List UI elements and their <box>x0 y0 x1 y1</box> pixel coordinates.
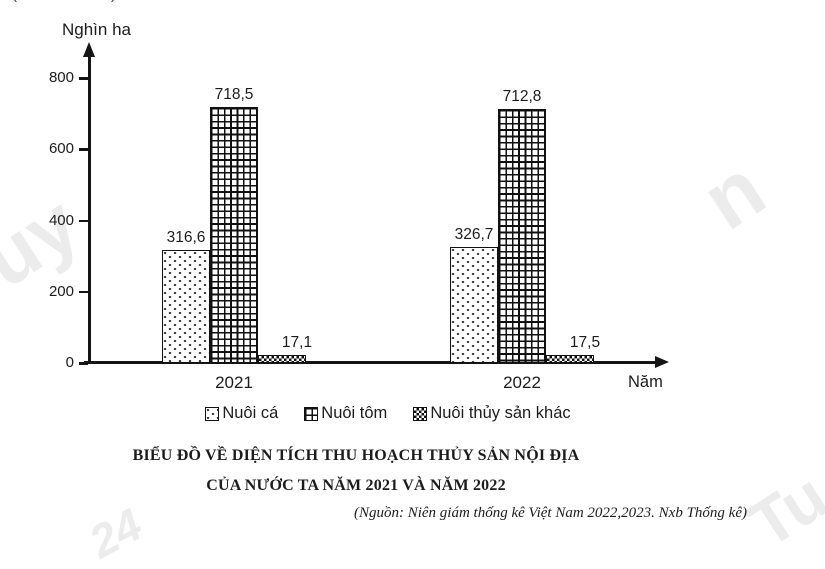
bar-nuoi-ca-2022 <box>450 247 498 363</box>
value-label-nuoi-ca-2021: 316,6 <box>166 229 206 246</box>
x-axis-label: Năm <box>628 373 663 391</box>
watermark-text: n <box>686 140 781 248</box>
source-citation: (Nguồn: Niên giám thống kê Việt Nam 2022… <box>353 505 747 521</box>
legend-label-nuoi-tom: Nuôi tôm <box>321 404 388 422</box>
x-axis-line <box>84 361 656 364</box>
chart-title-line1: BIỂU ĐỒ VỀ DIỆN TÍCH THU HOẠCH THỦY SẢN … <box>132 447 580 464</box>
y-axis-arrow-icon <box>83 42 95 57</box>
legend-item-nuoi-thuy-san-khac: Nuôi thủy sản khác <box>413 404 571 423</box>
legend: Nuôi cá Nuôi tôm Nuôi thủy sản khác <box>96 404 680 423</box>
bar-nuoi-ca-2021 <box>162 250 210 363</box>
cropped-open-paren: ( <box>12 0 17 3</box>
value-label-nuoi-thuy-san-khac-2022: 17,5 <box>569 334 601 351</box>
y-tick-label-800: 800 <box>48 69 74 86</box>
legend-swatch-grid-icon <box>304 406 319 421</box>
y-tick-400 <box>79 219 88 223</box>
y-tick-0 <box>79 362 88 365</box>
y-tick-label-400: 400 <box>48 211 74 229</box>
bar-nuoi-tom-2022 <box>498 109 546 363</box>
chart-title-line2: CỦA NƯỚC TA NĂM 2021 VÀ NĂM 2022 <box>206 477 506 494</box>
legend-label-nuoi-ca: Nuôi cá <box>222 404 279 422</box>
value-label-nuoi-ca-2022: 326,7 <box>454 226 494 243</box>
legend-swatch-dots-icon <box>205 406 220 421</box>
value-label-nuoi-thuy-san-khac-2021: 17,1 <box>281 334 313 351</box>
y-axis-line <box>88 56 91 363</box>
y-tick-label-200: 200 <box>48 282 74 300</box>
watermark-text: Tu <box>735 458 825 562</box>
legend-label-nuoi-thuy-san-khac: Nuôi thủy sản khác <box>430 404 571 422</box>
cropped-text-fragment: () <box>12 0 152 5</box>
y-axis-unit-label: Nghìn ha <box>62 20 131 39</box>
y-tick-label-0: 0 <box>65 354 74 371</box>
category-label-2022: 2022 <box>503 373 541 392</box>
y-tick-600 <box>79 148 88 151</box>
bar-nuoi-thuy-san-khac-2021 <box>258 355 306 363</box>
bar-nuoi-thuy-san-khac-2022 <box>546 355 594 363</box>
category-label-2021: 2021 <box>215 373 253 392</box>
y-tick-label-600: 600 <box>48 140 74 158</box>
legend-item-nuoi-tom: Nuôi tôm <box>304 404 387 423</box>
value-label-nuoi-tom-2022: 712,8 <box>502 88 542 105</box>
y-tick-800 <box>79 77 88 80</box>
y-tick-200 <box>79 290 88 294</box>
legend-swatch-checker-icon <box>413 406 428 421</box>
value-label-nuoi-tom-2021: 718,5 <box>214 86 254 103</box>
x-axis-arrow-icon <box>655 356 669 368</box>
bar-nuoi-tom-2021 <box>210 107 258 363</box>
legend-item-nuoi-ca: Nuôi cá <box>205 404 278 423</box>
cropped-close-paren: ) <box>111 0 116 3</box>
